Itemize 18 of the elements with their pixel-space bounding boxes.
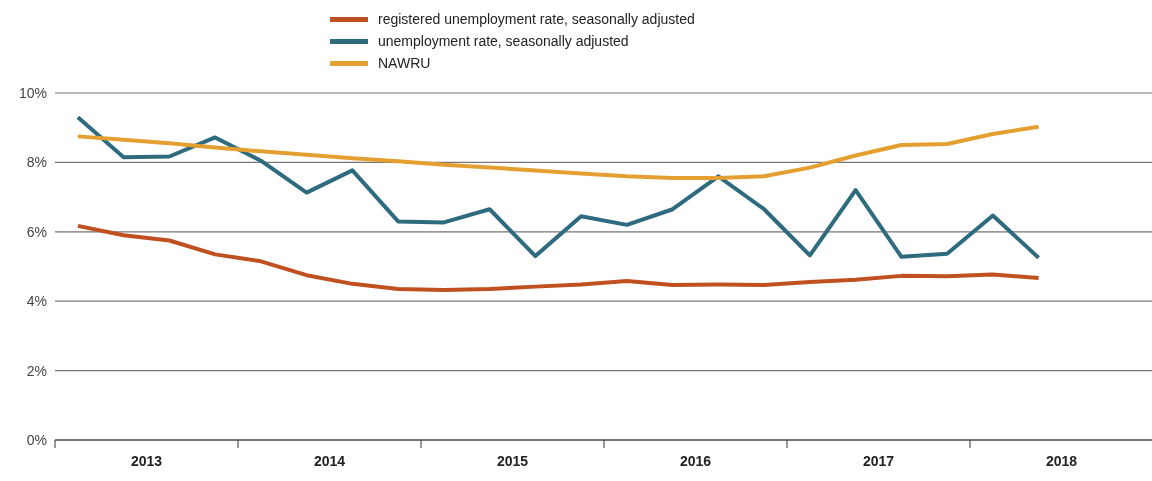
x-tick-label: 2016 bbox=[679, 453, 712, 469]
x-tick-label: 2017 bbox=[862, 453, 895, 469]
x-tick-label: 2018 bbox=[1045, 453, 1078, 469]
line-series bbox=[75, 124, 1041, 181]
y-tick-label: 4% bbox=[26, 293, 47, 310]
line-series bbox=[75, 115, 1041, 260]
y-tick-label: 8% bbox=[26, 154, 47, 171]
legend-label: registered unemployment rate, seasonally adjusted bbox=[378, 11, 695, 27]
x-tick-label: 2014 bbox=[313, 453, 346, 469]
x-tick-label: 2015 bbox=[496, 453, 529, 469]
y-tick-label: 2% bbox=[26, 362, 47, 379]
y-tick-label: 6% bbox=[26, 223, 47, 240]
line-series bbox=[75, 223, 1041, 293]
y-tick-label: 0% bbox=[26, 431, 47, 448]
legend-label: unemployment rate, seasonally adjusted bbox=[378, 33, 629, 49]
y-tick-label: 10% bbox=[18, 84, 47, 101]
x-tick-label: 2013 bbox=[130, 453, 163, 469]
legend-label: NAWRU bbox=[378, 55, 431, 71]
